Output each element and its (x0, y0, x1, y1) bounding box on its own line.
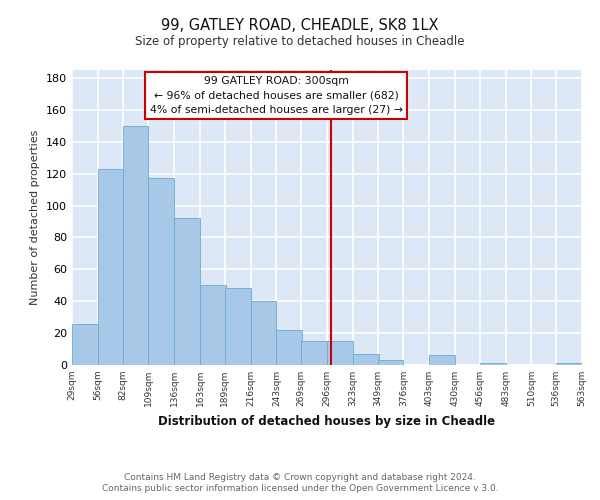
Bar (429, 356, 455, 365)
Text: Contains public sector information licensed under the Open Government Licence v : Contains public sector information licen… (101, 484, 499, 493)
Bar (148, 178, 174, 365)
Bar (301, 341, 327, 365)
Bar (174, 218, 200, 365)
X-axis label: Distribution of detached houses by size in Cheadle: Distribution of detached houses by size … (158, 414, 496, 428)
Bar (72, 324, 98, 365)
Bar (327, 341, 353, 365)
Text: 99, GATLEY ROAD, CHEADLE, SK8 1LX: 99, GATLEY ROAD, CHEADLE, SK8 1LX (161, 18, 439, 32)
Bar (98, 169, 124, 365)
Bar (251, 301, 277, 365)
Y-axis label: Number of detached properties: Number of detached properties (31, 130, 40, 305)
Bar (277, 330, 302, 365)
Bar (122, 126, 148, 365)
Text: Size of property relative to detached houses in Cheadle: Size of property relative to detached ho… (135, 35, 465, 48)
Bar (225, 288, 251, 365)
Bar (377, 360, 403, 365)
Bar (480, 364, 506, 365)
Text: Contains HM Land Registry data © Crown copyright and database right 2024.: Contains HM Land Registry data © Crown c… (124, 472, 476, 482)
Bar (353, 354, 379, 365)
Text: 99 GATLEY ROAD: 300sqm
← 96% of detached houses are smaller (682)
4% of semi-det: 99 GATLEY ROAD: 300sqm ← 96% of detached… (149, 76, 403, 114)
Bar (556, 364, 582, 365)
Bar (200, 286, 226, 365)
